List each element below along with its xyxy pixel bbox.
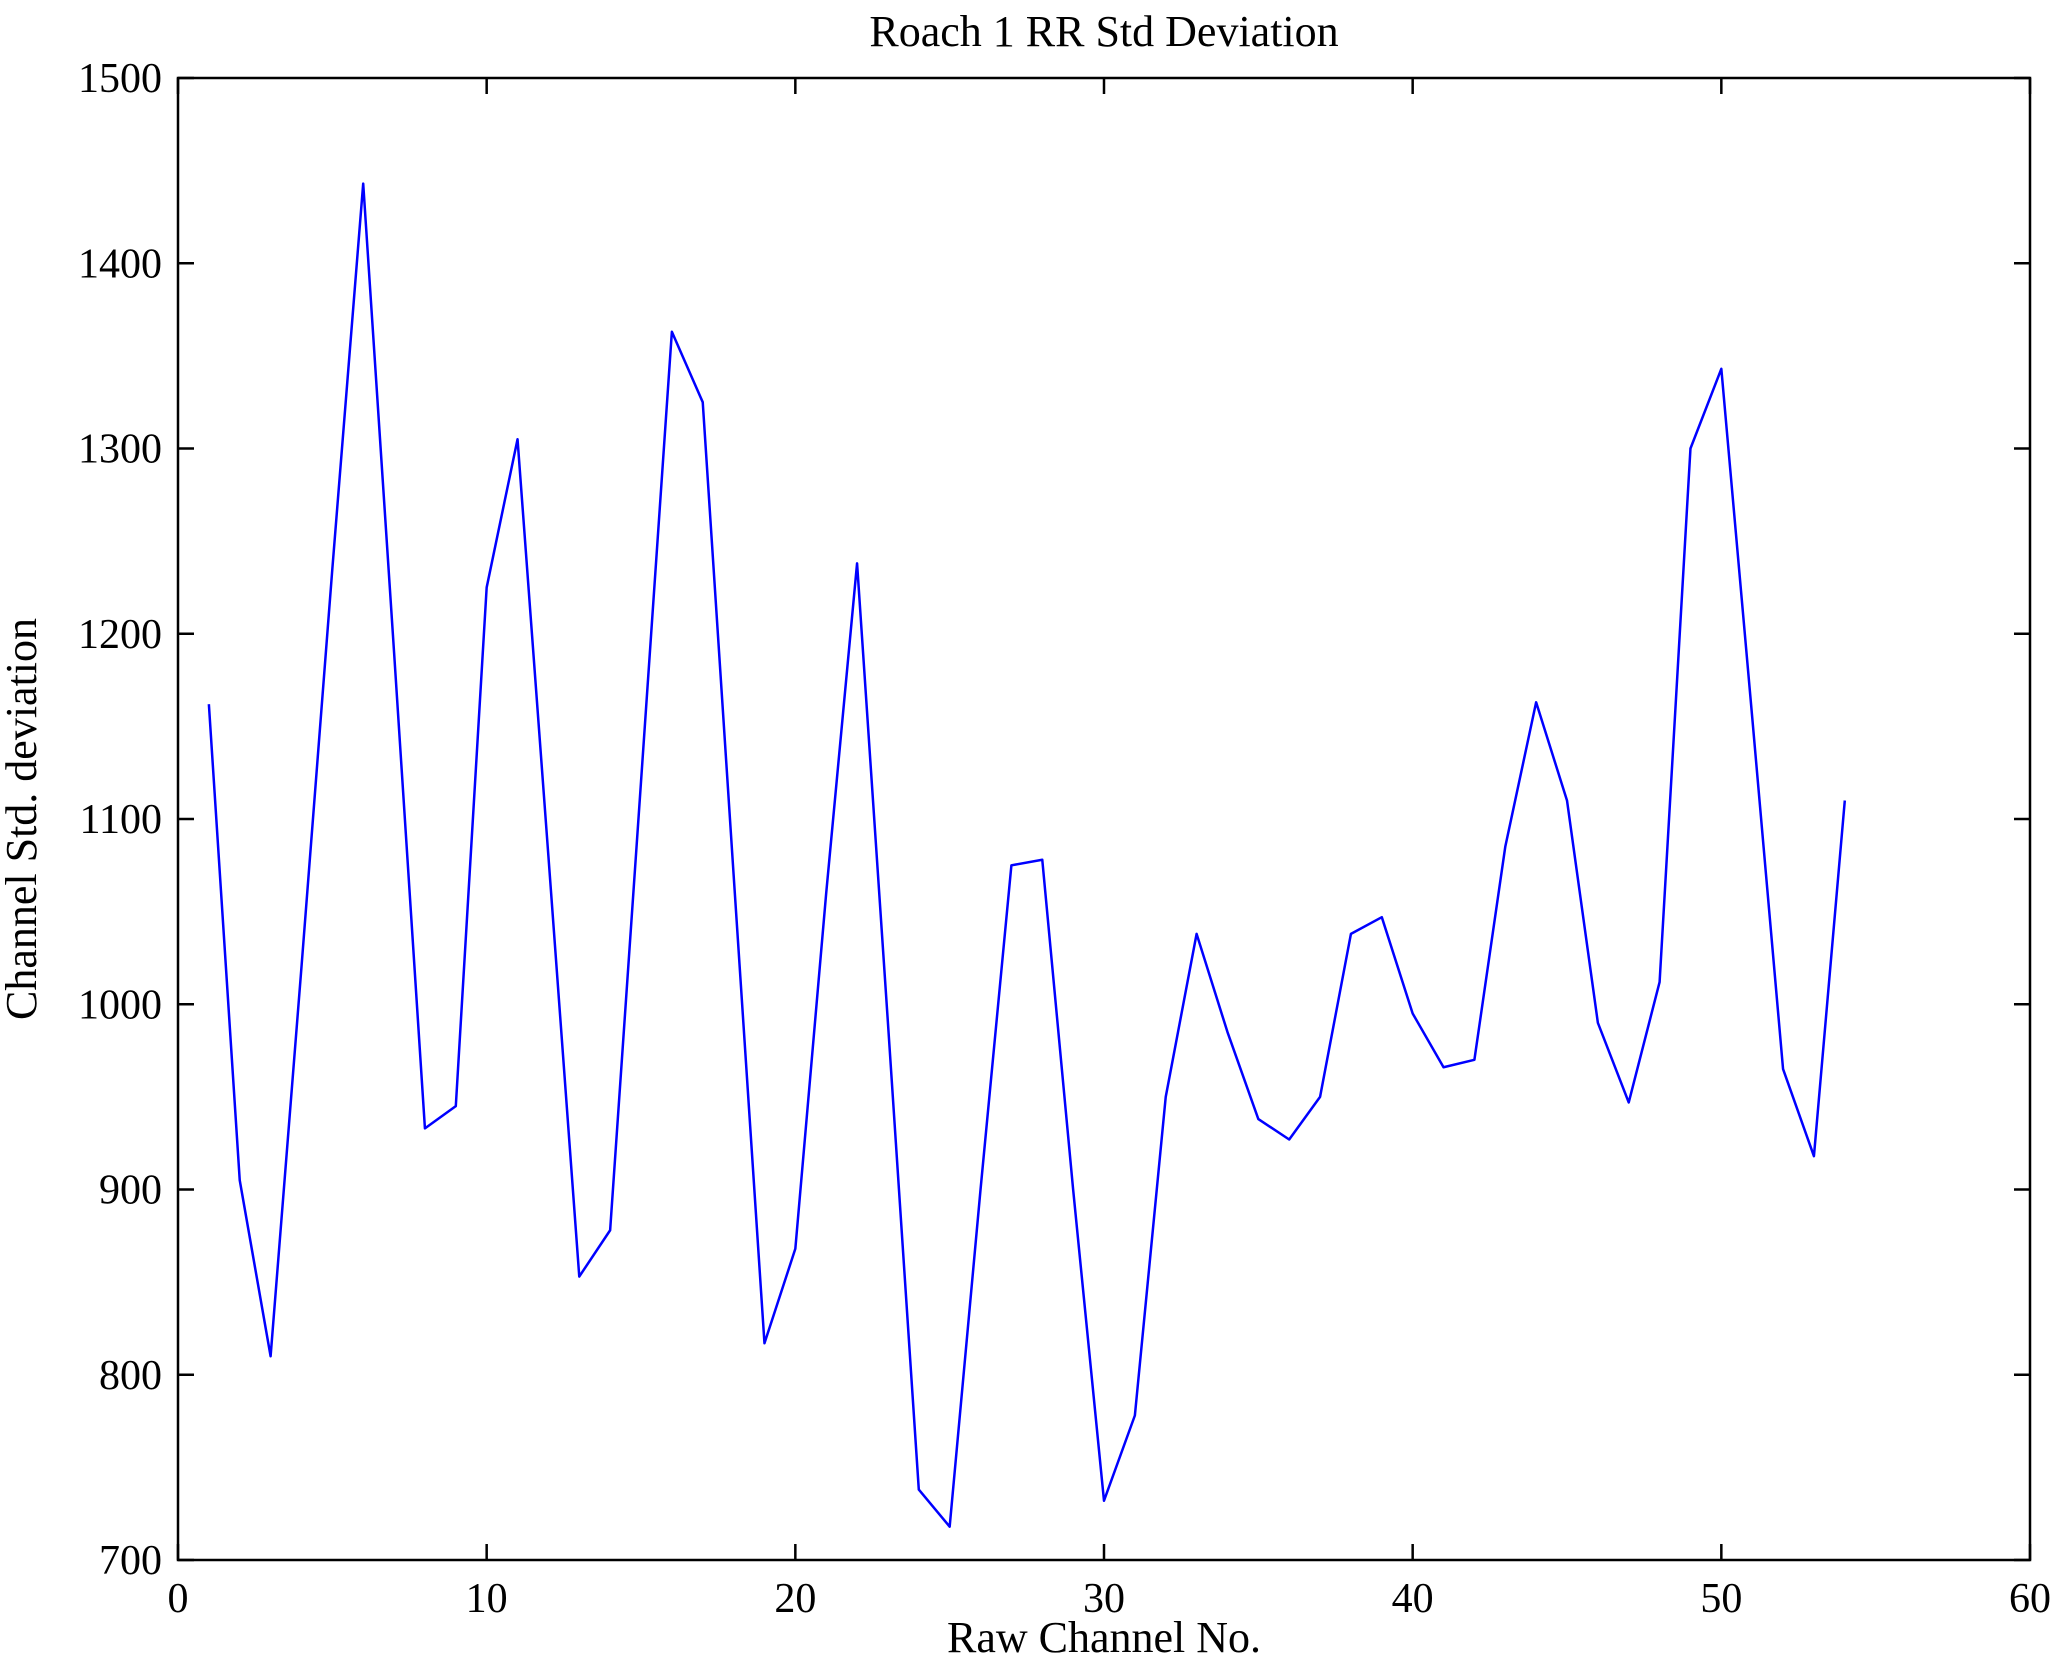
y-tick-labels: 700 800 900 1000 1100 1200 1300 1400 1500 (78, 56, 162, 1584)
x-tick-label: 50 (1700, 1576, 1742, 1622)
y-axis-label: Channel Std. deviation (0, 618, 46, 1020)
x-tick-label: 10 (466, 1576, 508, 1622)
y-tick-label: 800 (99, 1353, 162, 1399)
x-tick-labels: 0 10 20 30 40 50 60 (168, 1576, 2052, 1622)
x-tick-label: 0 (168, 1576, 189, 1622)
x-tick-label: 40 (1392, 1576, 1434, 1622)
x-tick-label: 60 (2009, 1576, 2051, 1622)
y-tick-label: 1400 (78, 241, 162, 287)
y-tick-label: 1500 (78, 56, 162, 102)
data-series-line (207, 182, 1847, 1528)
plot-box (176, 76, 2032, 1562)
y-tick-label: 1100 (80, 797, 162, 843)
y-tick-label: 700 (99, 1538, 162, 1584)
chart-title: Roach 1 RR Std Deviation (869, 7, 1338, 56)
x-tick-label: 30 (1083, 1576, 1125, 1622)
y-tick-label: 1000 (78, 982, 162, 1028)
axis-ticks (176, 76, 2032, 1562)
y-tick-label: 900 (99, 1168, 162, 1214)
y-tick-label: 1200 (78, 612, 162, 658)
x-tick-label: 20 (774, 1576, 816, 1622)
x-axis-label: Raw Channel No. (947, 1613, 1261, 1662)
y-tick-label: 1300 (78, 427, 162, 473)
plot-border (176, 76, 2032, 1562)
